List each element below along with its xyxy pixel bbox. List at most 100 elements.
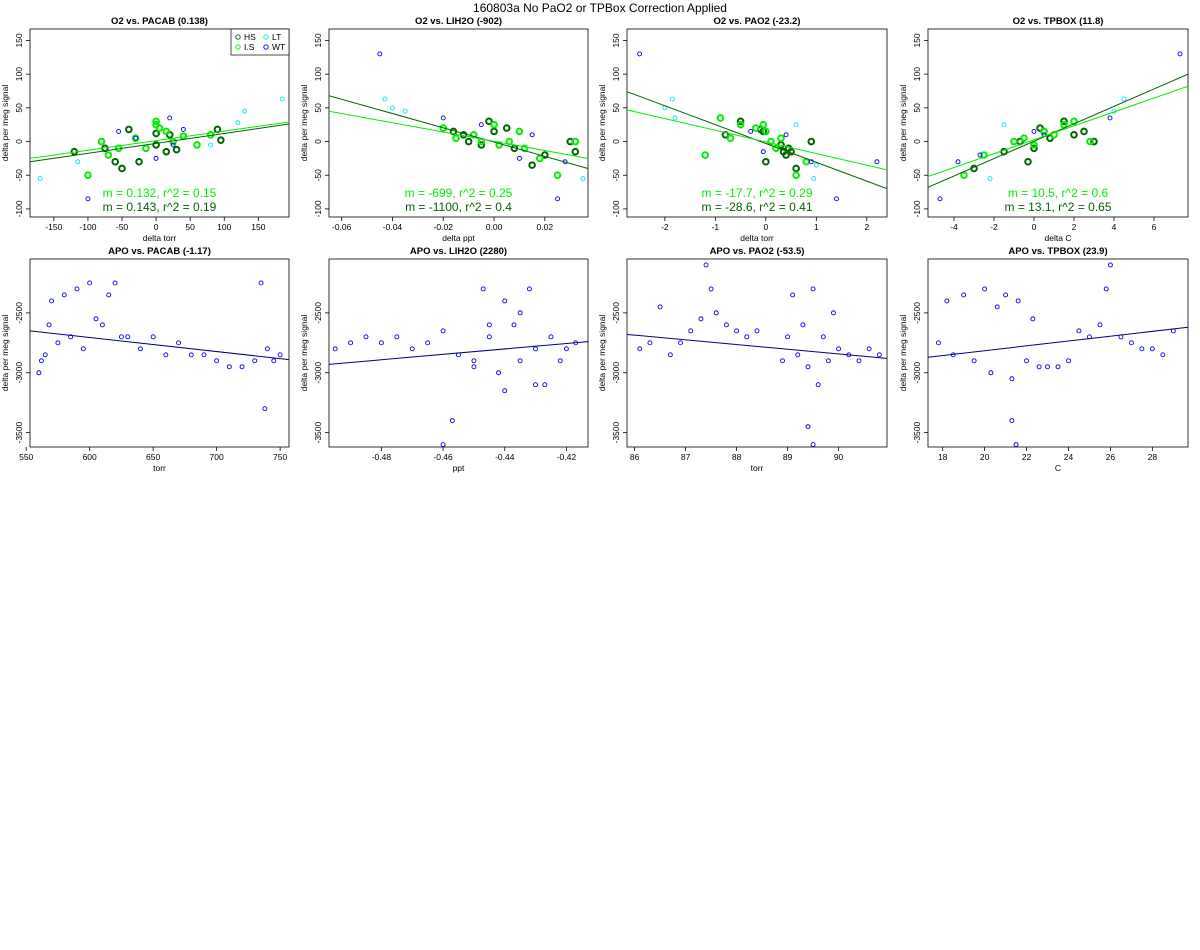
data-point-apo	[277, 352, 283, 358]
data-point-apo	[1076, 328, 1082, 334]
chart-panel-4: O2 vs. TPBOX (11.8) -4 -2 0 2 4 6 -100 -50 0 50 100…	[898, 16, 1189, 243]
data-point-wt	[1177, 51, 1183, 57]
x-tick-label: -0.46	[433, 452, 453, 462]
data-point-wt	[116, 128, 122, 134]
data-point-apo	[99, 322, 105, 328]
chart-panel-1: O2 vs. PACAB (0.138) -150 -100 -50 0 50 100 150…	[0, 16, 290, 243]
data-point-is	[736, 120, 745, 129]
x-tick-label: 26	[1106, 452, 1116, 462]
regression-annotation: m = 0.132, r^2 = 0.15	[103, 186, 217, 200]
y-tick-label: -3000	[14, 362, 24, 384]
data-point-wt	[478, 122, 484, 128]
data-point-apo	[38, 358, 44, 364]
chart-panel-6: APO vs. LIH2O (2280) -0.48 -0.46 -0.44 -0.42…	[299, 246, 589, 473]
data-point-is	[751, 124, 760, 132]
data-point-apo	[42, 352, 48, 358]
y-tick-label: -50	[313, 169, 323, 182]
data-point-apo	[201, 352, 207, 358]
data-point-hs	[111, 157, 119, 166]
data-point-is	[439, 124, 448, 132]
data-point-apo	[1103, 286, 1109, 292]
data-point-wt	[808, 159, 814, 165]
data-point-apo	[271, 358, 277, 364]
data-point-apo	[1003, 292, 1009, 298]
plot-frame	[626, 258, 888, 448]
data-point-is	[152, 117, 160, 126]
plot-frame	[29, 28, 290, 218]
data-point-apo	[214, 358, 220, 364]
data-point-hs	[118, 164, 126, 173]
y-axis-label: delta per meg signal	[299, 85, 309, 162]
fit-line-apo	[329, 341, 588, 365]
data-point-hs	[152, 141, 160, 149]
data-point-wt	[170, 142, 176, 148]
data-point-hs	[1060, 117, 1068, 126]
data-point-lt	[1001, 122, 1007, 128]
x-tick-label: 89	[783, 452, 793, 462]
legend-label: LT	[272, 32, 281, 42]
x-tick-label: 100	[217, 222, 231, 232]
fit-line-hs	[928, 73, 1188, 188]
x-tick-label: 1	[814, 222, 819, 232]
data-point-wt	[377, 51, 383, 57]
data-point-apo	[557, 358, 563, 364]
data-point-lt	[672, 115, 678, 121]
panel-title: APO vs. LIH2O (2280)	[410, 246, 507, 257]
data-point-apo	[1139, 346, 1145, 352]
y-axis-label: delta per meg signal	[597, 85, 607, 162]
data-point-is	[1030, 141, 1038, 149]
legend-label: HS	[244, 32, 256, 42]
data-point-apo	[1097, 322, 1103, 328]
data-point-wt	[760, 149, 766, 155]
panels-container: O2 vs. PACAB (0.138)-150 -100 -50 0 50 100 150…	[0, 16, 1189, 473]
x-tick-label: 150	[251, 222, 265, 232]
data-point-apo	[810, 442, 816, 447]
y-tick-label: 0	[313, 139, 323, 144]
y-tick-label: -3000	[313, 362, 323, 384]
y-tick-label: -2500	[14, 302, 24, 324]
plot-area	[30, 96, 289, 202]
data-point-apo	[533, 346, 539, 352]
data-point-wt	[637, 51, 643, 57]
x-tick-label: 650	[146, 452, 160, 462]
x-tick-label: 550	[19, 452, 33, 462]
x-tick-label: 600	[83, 452, 97, 462]
x-tick-label: 2	[864, 222, 869, 232]
y-tick-label: 0	[611, 139, 621, 144]
data-point-apo	[125, 334, 131, 340]
x-tick-label: 87	[681, 452, 691, 462]
data-point-apo	[1013, 442, 1019, 447]
y-axis-label: delta per meg signal	[0, 315, 10, 392]
y-tick-label: -100	[611, 200, 621, 217]
data-point-hs	[152, 129, 160, 138]
y-axis-label: delta per meg signal	[898, 85, 908, 162]
x-tick-label: 86	[630, 452, 640, 462]
data-point-wt	[874, 159, 880, 165]
data-point-apo	[49, 298, 55, 304]
data-point-is	[155, 124, 164, 132]
data-point-apo	[856, 358, 862, 364]
panel-title: O2 vs. TPBOX (11.8)	[1013, 16, 1104, 27]
y-tick-label: -2500	[912, 302, 922, 324]
data-point-wt	[977, 152, 983, 158]
data-point-apo	[744, 334, 750, 340]
y-tick-label: 100	[313, 67, 323, 81]
data-point-wt	[180, 126, 186, 132]
data-point-apo	[637, 346, 643, 352]
x-tick-label: 18	[938, 452, 948, 462]
y-tick-label: -100	[912, 200, 922, 217]
regression-annotation: m = 10.5, r^2 = 0.6	[1008, 186, 1109, 200]
data-point-apo	[1045, 364, 1050, 370]
x-tick-label: 50	[185, 222, 195, 232]
data-point-lt	[402, 108, 408, 114]
x-tick-label: 0	[154, 222, 159, 232]
data-point-lt	[793, 122, 799, 128]
data-point-apo	[425, 340, 431, 346]
data-point-apo	[831, 310, 836, 316]
plot-frame	[927, 258, 1189, 448]
data-point-apo	[800, 322, 806, 328]
data-point-apo	[46, 322, 52, 328]
x-tick-label: 700	[210, 452, 224, 462]
data-point-apo	[55, 340, 61, 346]
data-point-is	[777, 134, 785, 142]
